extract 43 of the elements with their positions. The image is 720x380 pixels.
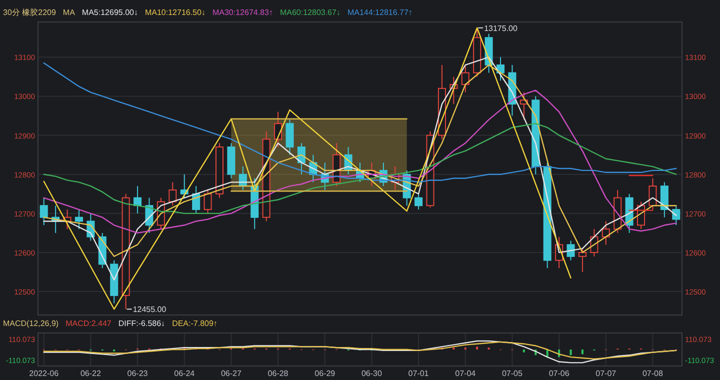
x-tick-label: 06-24 bbox=[174, 369, 196, 378]
line-series bbox=[43, 90, 677, 234]
text: DIFF:-6.586↓ bbox=[118, 319, 166, 328]
text: MACD:2.447 bbox=[66, 319, 112, 328]
line-series bbox=[43, 341, 677, 360]
text: MA60:12803.67↓ bbox=[280, 8, 340, 17]
chart-title: 30分 橡胶2209 bbox=[3, 8, 56, 17]
x-tick-label: 07-06 bbox=[548, 369, 570, 378]
candlestick bbox=[414, 193, 423, 210]
x-tick-label: 07-07 bbox=[596, 369, 617, 378]
x-tick-label: 07-05 bbox=[502, 369, 523, 378]
candlestick bbox=[168, 182, 177, 206]
x-tick-label: 06-27 bbox=[220, 369, 242, 378]
x-tick-label: 06-30 bbox=[361, 369, 382, 378]
x-tick-label: 2022-06 bbox=[29, 369, 60, 378]
x-tick-label: 06-22 bbox=[80, 369, 102, 378]
candlestick bbox=[40, 197, 48, 226]
candlestick bbox=[672, 205, 680, 226]
text: MA30:12674.83↑ bbox=[212, 8, 273, 17]
x-tick-label: 07-01 bbox=[408, 369, 430, 378]
candlestick bbox=[461, 64, 470, 93]
candlestick bbox=[74, 209, 83, 230]
text: DEA:-7.809↑ bbox=[172, 319, 218, 328]
text: MA144:12816.77↑ bbox=[347, 8, 412, 17]
x-tick-label: 06-23 bbox=[127, 369, 148, 378]
x-tick-label: 07-08 bbox=[642, 369, 664, 378]
annotation: 12455.00 bbox=[132, 305, 167, 314]
text: MA10:12716.50↓ bbox=[144, 8, 206, 17]
candlestick bbox=[648, 178, 657, 210]
candlestick bbox=[660, 182, 668, 218]
legend-title: MACD(12,26,9) bbox=[3, 319, 59, 328]
candlestick bbox=[204, 189, 212, 214]
legend-title: MA bbox=[62, 8, 76, 17]
candlestick bbox=[566, 240, 575, 261]
x-tick-label: 06-29 bbox=[314, 369, 336, 378]
line-series bbox=[43, 62, 677, 183]
text: MA5:12695.00↓ bbox=[82, 8, 138, 17]
x-tick-label: 06-28 bbox=[268, 369, 289, 378]
x-tick-label: 07-04 bbox=[455, 369, 476, 378]
candlestick bbox=[602, 220, 610, 246]
candlestick bbox=[286, 119, 294, 156]
annotation: 13175.00 bbox=[484, 24, 518, 33]
candlestick bbox=[578, 248, 586, 273]
